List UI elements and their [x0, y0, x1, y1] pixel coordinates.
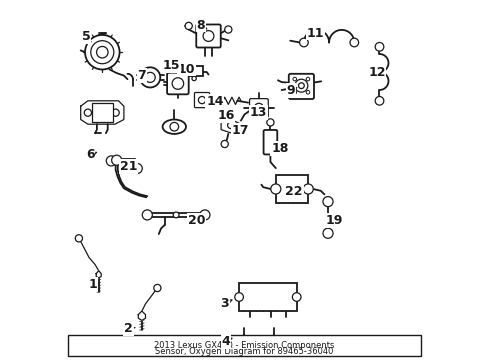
Circle shape: [221, 140, 228, 148]
Circle shape: [266, 119, 273, 126]
Circle shape: [254, 103, 263, 113]
Ellipse shape: [163, 120, 185, 134]
Circle shape: [85, 35, 120, 69]
Circle shape: [322, 228, 332, 238]
Text: 11: 11: [306, 27, 324, 40]
Circle shape: [227, 122, 234, 129]
Circle shape: [145, 72, 155, 82]
Circle shape: [322, 197, 332, 207]
Circle shape: [349, 38, 358, 47]
Circle shape: [292, 293, 301, 301]
Circle shape: [96, 46, 108, 58]
Circle shape: [374, 42, 383, 51]
Text: Sensor, Oxygen Diagram for 89465-36040: Sensor, Oxygen Diagram for 89465-36040: [155, 346, 333, 356]
Text: 1: 1: [88, 278, 97, 291]
Circle shape: [200, 210, 209, 220]
Text: 13: 13: [249, 106, 266, 119]
Circle shape: [303, 184, 313, 194]
FancyBboxPatch shape: [249, 99, 268, 117]
FancyBboxPatch shape: [167, 73, 188, 94]
Text: 6: 6: [86, 148, 95, 161]
Circle shape: [140, 67, 160, 87]
Text: 17: 17: [231, 124, 248, 137]
Text: 2: 2: [124, 322, 133, 335]
Text: 5: 5: [81, 30, 90, 43]
Circle shape: [270, 184, 280, 194]
Text: 12: 12: [367, 66, 385, 79]
Circle shape: [170, 122, 178, 131]
Text: 22: 22: [285, 185, 302, 198]
Circle shape: [91, 41, 114, 64]
Circle shape: [84, 109, 91, 116]
Circle shape: [234, 293, 243, 301]
Text: 14: 14: [206, 95, 224, 108]
Text: 9: 9: [285, 84, 294, 97]
Circle shape: [192, 76, 196, 81]
Circle shape: [185, 22, 192, 30]
Text: 18: 18: [270, 142, 288, 155]
Polygon shape: [81, 101, 123, 124]
Circle shape: [132, 163, 142, 174]
Circle shape: [224, 26, 231, 33]
Text: 20: 20: [188, 214, 205, 227]
Polygon shape: [96, 271, 101, 278]
FancyBboxPatch shape: [263, 130, 277, 154]
Circle shape: [172, 78, 183, 89]
Circle shape: [198, 96, 205, 104]
FancyBboxPatch shape: [196, 24, 220, 48]
Circle shape: [142, 210, 152, 220]
FancyBboxPatch shape: [194, 93, 209, 108]
Bar: [91, 103, 113, 122]
Text: 4: 4: [221, 335, 230, 348]
FancyBboxPatch shape: [288, 74, 313, 99]
Bar: [68, 335, 420, 356]
Circle shape: [292, 77, 296, 81]
Circle shape: [111, 155, 122, 165]
Text: 2013 Lexus GX460 - Emission Components: 2013 Lexus GX460 - Emission Components: [154, 341, 334, 350]
Text: 10: 10: [177, 63, 195, 76]
Polygon shape: [138, 311, 145, 320]
Text: 16: 16: [217, 109, 234, 122]
Bar: [275, 175, 307, 203]
Circle shape: [305, 90, 309, 94]
Circle shape: [106, 156, 116, 166]
Bar: [239, 283, 296, 311]
Circle shape: [112, 109, 119, 116]
Polygon shape: [221, 118, 241, 134]
Text: 8: 8: [196, 19, 204, 32]
Text: 3: 3: [220, 297, 228, 310]
Circle shape: [374, 96, 383, 105]
Circle shape: [173, 212, 179, 218]
Bar: [188, 66, 203, 76]
Circle shape: [305, 77, 309, 81]
Text: 15: 15: [163, 59, 180, 72]
Circle shape: [299, 38, 307, 47]
Circle shape: [203, 31, 213, 41]
Circle shape: [294, 79, 307, 92]
Text: 19: 19: [325, 214, 342, 227]
Circle shape: [298, 83, 304, 89]
Text: 21: 21: [120, 160, 137, 173]
Circle shape: [153, 284, 161, 292]
Circle shape: [75, 235, 82, 242]
Text: 7: 7: [137, 69, 146, 82]
Circle shape: [292, 90, 296, 94]
